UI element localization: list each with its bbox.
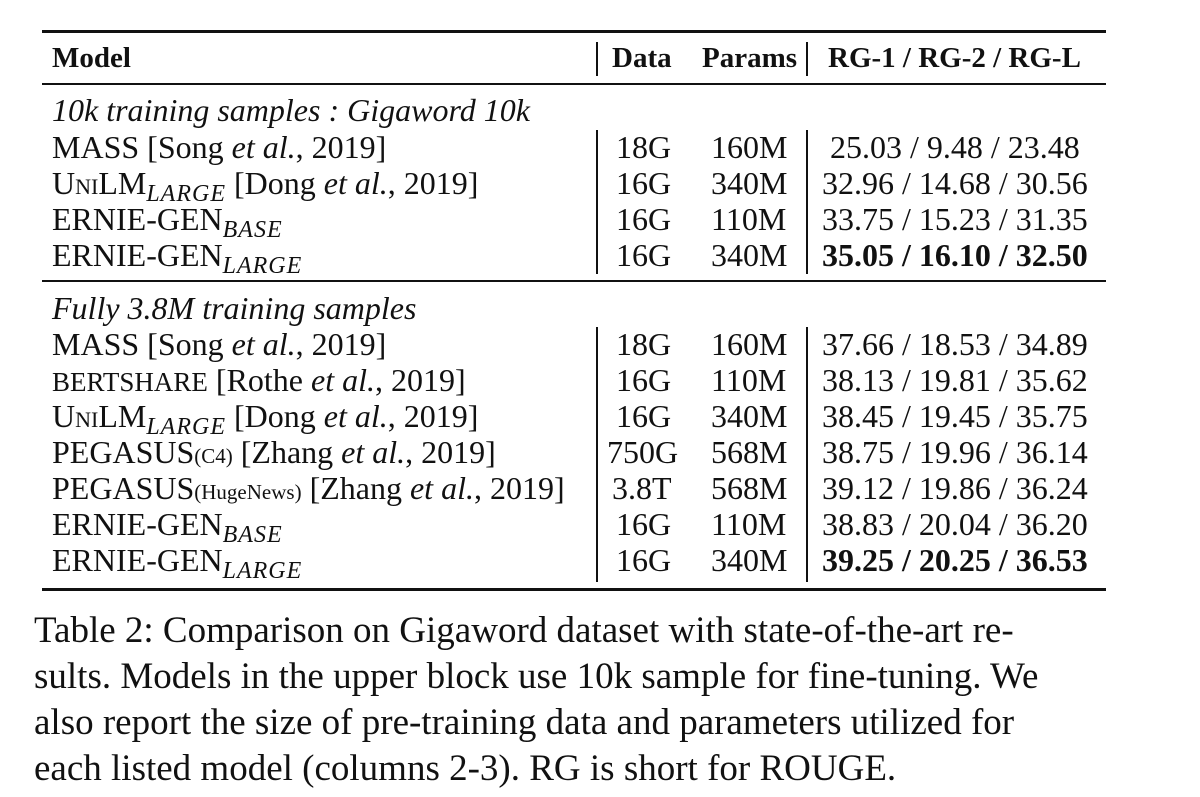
rouge-scores: 37.66 / 18.53 / 34.89	[822, 326, 1088, 362]
model-name: UNILMLARGE [Dong et al., 2019]	[52, 165, 479, 207]
data-size: 16G	[616, 165, 672, 201]
group1-vline-1	[596, 130, 598, 274]
header-data: Data	[612, 42, 672, 74]
param-count: 340M	[711, 237, 788, 273]
model-name: ERNIE-GENLARGE	[52, 237, 303, 279]
rouge-scores: 32.96 / 14.68 / 30.56	[822, 165, 1088, 201]
data-size: 16G	[616, 398, 672, 434]
group-title: Fully 3.8M training samples	[52, 290, 417, 326]
model-name: BERTSHARE [Rothe et al., 2019]	[52, 362, 466, 398]
header-params: Params	[702, 42, 798, 74]
rouge-scores: 39.12 / 19.86 / 36.24	[822, 470, 1088, 506]
param-count: 568M	[711, 470, 788, 506]
rouge-scores: 33.75 / 15.23 / 31.35	[822, 201, 1088, 237]
data-size: 16G	[616, 201, 672, 237]
data-size: 3.8T	[612, 470, 672, 506]
caption-line: sults. Models in the upper block use 10k…	[34, 656, 1039, 697]
caption-line: each listed model (columns 2-3). RG is s…	[34, 748, 897, 789]
param-count: 568M	[711, 434, 788, 470]
model-name: ERNIE-GENLARGE	[52, 542, 303, 584]
param-count: 110M	[711, 201, 787, 237]
header-vline-2	[806, 42, 808, 76]
header-rg: RG-1 / RG-2 / RG-L	[828, 42, 1081, 74]
group-title: 10k training samples : Gigaword 10k	[52, 92, 530, 128]
param-count: 110M	[711, 506, 787, 542]
param-count: 160M	[711, 129, 788, 165]
caption-line: also report the size of pre-training dat…	[34, 702, 1015, 743]
model-name: PEGASUS(HugeNews) [Zhang et al., 2019]	[52, 470, 565, 506]
caption-line: Table 2: Comparison on Gigaword dataset …	[34, 610, 1014, 651]
model-name: PEGASUS(C4) [Zhang et al., 2019]	[52, 434, 496, 470]
table-caption: Table 2: Comparison on Gigaword dataset …	[34, 608, 1114, 792]
data-size: 16G	[616, 542, 672, 578]
rouge-scores: 38.83 / 20.04 / 36.20	[822, 506, 1088, 542]
data-size: 16G	[616, 237, 672, 273]
rouge-scores: 38.45 / 19.45 / 35.75	[822, 398, 1088, 434]
top-rule	[42, 30, 1106, 33]
param-count: 340M	[711, 165, 788, 201]
header-rule	[42, 83, 1106, 85]
group-divider-rule	[42, 280, 1106, 282]
model-name: UNILMLARGE [Dong et al., 2019]	[52, 398, 479, 440]
model-name: MASS [Song et al., 2019]	[52, 326, 387, 362]
rouge-scores: 38.75 / 19.96 / 36.14	[822, 434, 1088, 470]
param-count: 160M	[711, 326, 788, 362]
header-model: Model	[52, 42, 131, 74]
data-size: 18G	[616, 326, 672, 362]
param-count: 340M	[711, 542, 788, 578]
header-vline-1	[596, 42, 598, 76]
bottom-rule	[42, 588, 1106, 591]
group1-vline-2	[806, 130, 808, 274]
model-name: ERNIE-GENBASE	[52, 201, 283, 243]
rouge-scores: 38.13 / 19.81 / 35.62	[822, 362, 1088, 398]
data-size: 16G	[616, 362, 672, 398]
rouge-scores-best: 39.25 / 20.25 / 36.53	[822, 542, 1088, 578]
model-name: MASS [Song et al., 2019]	[52, 129, 387, 165]
data-size: 18G	[616, 129, 672, 165]
rouge-scores: 25.03 / 9.48 / 23.48	[830, 129, 1080, 165]
rouge-scores-best: 35.05 / 16.10 / 32.50	[822, 237, 1088, 273]
model-name: ERNIE-GENBASE	[52, 506, 283, 548]
group2-vline-2	[806, 327, 808, 582]
param-count: 110M	[711, 362, 787, 398]
group2-vline-1	[596, 327, 598, 582]
param-count: 340M	[711, 398, 788, 434]
data-size: 16G	[616, 506, 672, 542]
data-size: 750G	[607, 434, 679, 470]
